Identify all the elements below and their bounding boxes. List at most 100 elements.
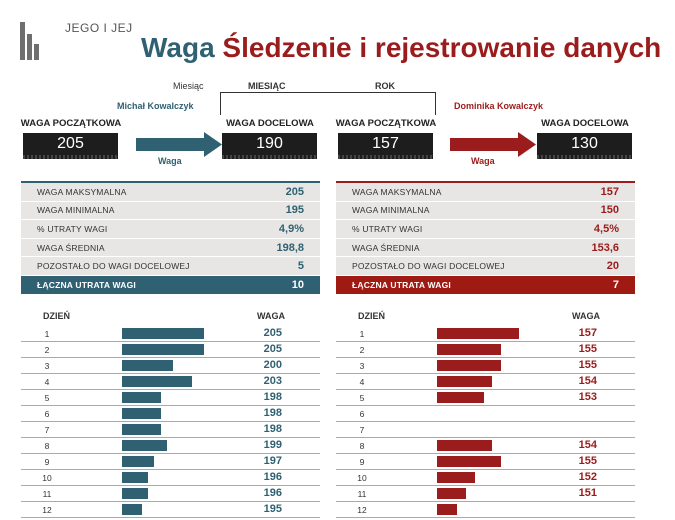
weight-cell[interactable]: 196 <box>263 487 282 499</box>
day-cell: 4 <box>44 377 50 387</box>
stat-row: WAGA MINIMALNA 195 <box>21 202 320 221</box>
weight-bar <box>437 440 493 451</box>
p1-arrow-icon <box>136 132 222 157</box>
table-row: 10 152 <box>336 469 635 486</box>
weight-cell[interactable]: 199 <box>263 439 282 451</box>
stat-row: WAGA MAKSYMALNA 157 <box>336 183 635 202</box>
table-row: 2 205 <box>21 341 320 358</box>
table-row: 2 155 <box>336 341 635 358</box>
weight-bar <box>437 328 519 339</box>
weight-cell[interactable]: 203 <box>263 375 282 387</box>
month-header[interactable]: MIESIĄC <box>248 81 286 91</box>
day-cell: 2 <box>44 345 50 355</box>
weight-bar <box>122 328 204 339</box>
day-cell: 11 <box>42 489 52 499</box>
weight-cell[interactable]: 198 <box>263 407 282 419</box>
weight-cell[interactable]: 200 <box>263 359 282 371</box>
p1-target-value[interactable]: 190 <box>222 133 317 159</box>
day-cell: 3 <box>359 361 365 371</box>
table-row: 8 154 <box>336 437 635 454</box>
table-row: 3 200 <box>21 357 320 374</box>
weight-bar <box>437 344 502 355</box>
stat-value: 153,6 <box>591 241 619 254</box>
weight-cell[interactable]: 155 <box>578 359 597 371</box>
day-cell: 7 <box>44 425 50 435</box>
weight-bar <box>122 440 167 451</box>
period-bracket <box>220 92 436 115</box>
weight-cell[interactable]: 152 <box>578 471 597 483</box>
table-row: 11 196 <box>21 485 320 502</box>
table-row: 3 155 <box>336 357 635 374</box>
year-header[interactable]: ROK <box>375 81 395 91</box>
day-cell: 1 <box>359 329 365 339</box>
weight-cell[interactable]: 198 <box>263 391 282 403</box>
stat-row: WAGA ŚREDNIA 153,6 <box>336 239 635 258</box>
stat-value: 4,5% <box>593 222 619 235</box>
stat-value: 157 <box>600 185 619 198</box>
day-cell: 12 <box>357 505 367 515</box>
weight-bar <box>437 392 484 403</box>
weight-cell[interactable]: 195 <box>263 503 282 515</box>
weight-bar <box>122 472 149 483</box>
day-cell: 11 <box>357 489 367 499</box>
weight-cell[interactable]: 198 <box>263 423 282 435</box>
table-row: 12 <box>336 501 635 518</box>
total-row: ŁĄCZNA UTRATA WAGI 7 <box>336 275 635 294</box>
day-cell: 9 <box>44 457 50 467</box>
weight-cell[interactable]: 155 <box>578 455 597 467</box>
stat-row: % UTRATY WAGI 4,9% <box>21 220 320 239</box>
table-row: 8 199 <box>21 437 320 454</box>
day-header: DZIEŃ <box>358 311 385 321</box>
weight-cell[interactable]: 196 <box>263 471 282 483</box>
total-label: ŁĄCZNA UTRATA WAGI <box>352 279 451 290</box>
weight-cell[interactable]: 197 <box>263 455 282 467</box>
weight-cell[interactable]: 154 <box>578 439 597 451</box>
table-row: 1 205 <box>21 325 320 342</box>
p2-weight-table: DZIEŃ WAGA 1 157 2 155 3 155 4 154 5 153 6 7 8 154 9 15… <box>336 311 635 520</box>
brand-label: JEGO I JEJ <box>65 21 133 35</box>
p2-stats-panel: WAGA MAKSYMALNA 157 WAGA MINIMALNA 150 % U… <box>336 181 635 294</box>
stat-value: 195 <box>285 204 304 217</box>
weight-bar <box>437 376 493 387</box>
stat-label: POZOSTAŁO DO WAGI DOCELOWEJ <box>37 261 190 272</box>
stat-label: % UTRATY WAGI <box>352 223 423 234</box>
p2-target-value[interactable]: 130 <box>537 133 632 159</box>
day-cell: 10 <box>357 473 367 483</box>
day-cell: 5 <box>359 393 365 403</box>
weight-bar <box>122 392 161 403</box>
day-cell: 6 <box>44 409 50 419</box>
total-value: 10 <box>291 278 304 291</box>
table-row: 9 197 <box>21 453 320 470</box>
p1-stats-panel: WAGA MAKSYMALNA 205 WAGA MINIMALNA 195 % U… <box>21 181 320 294</box>
table-row: 12 195 <box>21 501 320 518</box>
title-part1: Waga <box>141 32 215 63</box>
weight-bar <box>122 344 204 355</box>
day-cell: 10 <box>42 473 52 483</box>
day-cell: 7 <box>359 425 365 435</box>
stat-value: 4,9% <box>278 222 304 235</box>
p1-weight-table: DZIEŃ WAGA 1 205 2 205 3 200 4 203 5 198 6 198 7 198 8… <box>21 311 320 520</box>
weight-cell[interactable]: 153 <box>578 391 597 403</box>
weight-bar <box>122 376 192 387</box>
weight-cell[interactable]: 154 <box>578 375 597 387</box>
weight-cell[interactable]: 157 <box>578 327 597 339</box>
p1-start-label: WAGA POCZĄTKOWA <box>20 118 122 129</box>
table-row: 10 196 <box>21 469 320 486</box>
weight-cell[interactable]: 155 <box>578 343 597 355</box>
table-row: 4 203 <box>21 373 320 390</box>
stat-row: POZOSTAŁO DO WAGI DOCELOWEJ 5 <box>21 257 320 276</box>
table-row: 4 154 <box>336 373 635 390</box>
table-row: 5 198 <box>21 389 320 406</box>
p2-start-value[interactable]: 157 <box>338 133 433 159</box>
weight-cell[interactable]: 205 <box>263 343 282 355</box>
stat-value: 205 <box>285 185 304 198</box>
stat-value: 150 <box>600 204 619 217</box>
stat-row: WAGA MINIMALNA 150 <box>336 202 635 221</box>
weight-cell[interactable]: 151 <box>578 487 597 499</box>
person-2-name: Dominika Kowalczyk <box>454 101 544 111</box>
p1-start-value[interactable]: 205 <box>23 133 118 159</box>
weight-bar <box>122 488 149 499</box>
weight-cell[interactable]: 205 <box>263 327 282 339</box>
total-value: 7 <box>612 278 619 291</box>
title-part2: Śledzenie i rejestrowanie danych <box>222 32 662 63</box>
